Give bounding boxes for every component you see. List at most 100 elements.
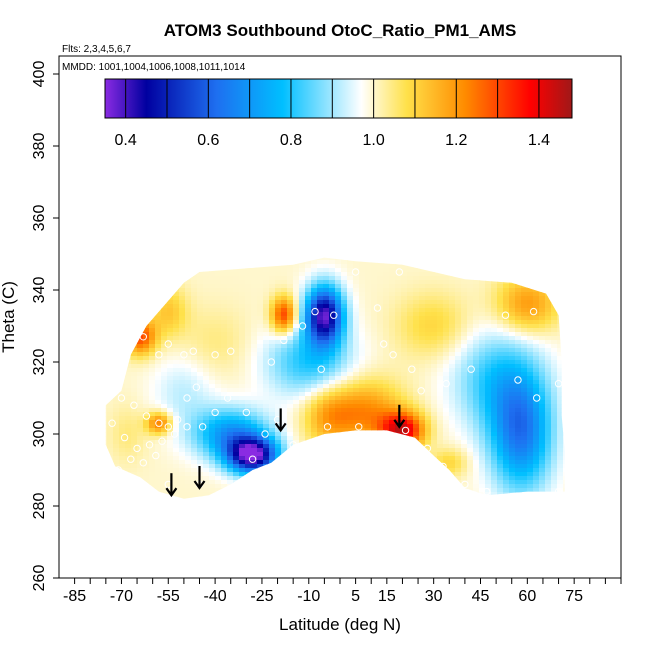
heatmap-cell — [191, 444, 198, 449]
heatmap-cell — [299, 416, 306, 421]
heatmap-cell — [203, 364, 210, 369]
heatmap-cell — [509, 328, 516, 333]
heatmap-cell — [497, 400, 504, 405]
heatmap-cell — [467, 360, 474, 365]
heatmap-cell — [461, 384, 468, 389]
heatmap-cell — [203, 384, 210, 389]
heatmap-cell — [473, 308, 480, 313]
heatmap-cell — [431, 292, 438, 297]
heatmap-cell — [107, 420, 114, 425]
heatmap-cell — [347, 412, 354, 417]
heatmap-cell — [251, 276, 258, 281]
heatmap-cell — [509, 436, 516, 441]
heatmap-cell — [131, 468, 138, 473]
heatmap-cell — [353, 404, 360, 409]
heatmap-cell — [479, 332, 486, 337]
heatmap-cell — [533, 360, 540, 365]
heatmap-cell — [545, 296, 552, 301]
heatmap-cell — [473, 352, 480, 357]
heatmap-cell — [353, 368, 360, 373]
heatmap-cell — [497, 348, 504, 353]
heatmap-cell — [281, 324, 288, 329]
heatmap-cell — [143, 372, 150, 377]
heatmap-cell — [131, 380, 138, 385]
heatmap-cell — [419, 304, 426, 309]
heatmap-cell — [353, 364, 360, 369]
heatmap-cell — [131, 440, 138, 445]
heatmap-cell — [329, 332, 336, 337]
heatmap-cell — [431, 360, 438, 365]
heatmap-cell — [197, 488, 204, 493]
heatmap-cell — [173, 380, 180, 385]
heatmap-cell — [299, 388, 306, 393]
heatmap-cell — [425, 272, 432, 277]
heatmap-cell — [341, 388, 348, 393]
heatmap-cell — [263, 404, 270, 409]
heatmap-cell — [239, 344, 246, 349]
heatmap-cell — [365, 396, 372, 401]
heatmap-cell — [311, 272, 318, 277]
heatmap-cell — [185, 492, 192, 497]
heatmap-cell — [413, 412, 420, 417]
heatmap-cell — [119, 464, 126, 469]
heatmap-cell — [533, 424, 540, 429]
heatmap-cell — [269, 380, 276, 385]
heatmap-cell — [125, 448, 132, 453]
heatmap-cell — [539, 416, 546, 421]
heatmap-cell — [419, 396, 426, 401]
heatmap-cell — [209, 448, 216, 453]
heatmap-cell — [419, 388, 426, 393]
heatmap-cell — [317, 396, 324, 401]
heatmap-cell — [293, 404, 300, 409]
heatmap-cell — [335, 400, 342, 405]
heatmap-cell — [329, 272, 336, 277]
heatmap-cell — [323, 320, 330, 325]
heatmap-cell — [485, 484, 492, 489]
heatmap-cell — [461, 300, 468, 305]
heatmap-cell — [527, 348, 534, 353]
heatmap-cell — [287, 376, 294, 381]
heatmap-cell — [485, 304, 492, 309]
heatmap-cell — [245, 364, 252, 369]
heatmap-cell — [491, 292, 498, 297]
heatmap-cell — [467, 380, 474, 385]
heatmap-cell — [335, 284, 342, 289]
heatmap-cell — [509, 304, 516, 309]
heatmap-cell — [221, 348, 228, 353]
heatmap-cell — [251, 408, 258, 413]
heatmap-cell — [197, 332, 204, 337]
heatmap-cell — [497, 336, 504, 341]
heatmap-cell — [371, 360, 378, 365]
heatmap-cell — [173, 456, 180, 461]
heatmap-cell — [461, 280, 468, 285]
heatmap-cell — [539, 348, 546, 353]
heatmap-cell — [443, 412, 450, 417]
heatmap-cell — [317, 376, 324, 381]
heatmap-cell — [479, 280, 486, 285]
heatmap-cell — [485, 436, 492, 441]
heatmap-cell — [533, 460, 540, 465]
heatmap-cell — [527, 432, 534, 437]
heatmap-cell — [407, 308, 414, 313]
heatmap-cell — [113, 416, 120, 421]
heatmap-cell — [359, 296, 366, 301]
heatmap-cell — [221, 360, 228, 365]
heatmap-cell — [221, 284, 228, 289]
heatmap-cell — [509, 428, 516, 433]
heatmap-cell — [203, 456, 210, 461]
heatmap-cell — [479, 432, 486, 437]
heatmap-cell — [155, 480, 162, 485]
heatmap-cell — [179, 300, 186, 305]
heatmap-cell — [515, 368, 522, 373]
heatmap-cell — [239, 388, 246, 393]
heatmap-cell — [479, 328, 486, 333]
heatmap-cell — [461, 476, 468, 481]
heatmap-cell — [431, 344, 438, 349]
heatmap-cell — [515, 348, 522, 353]
heatmap-cell — [323, 260, 330, 265]
heatmap-cell — [281, 300, 288, 305]
heatmap-cell — [179, 396, 186, 401]
heatmap-cell — [449, 468, 456, 473]
heatmap-cell — [317, 352, 324, 357]
heatmap-cell — [263, 340, 270, 345]
